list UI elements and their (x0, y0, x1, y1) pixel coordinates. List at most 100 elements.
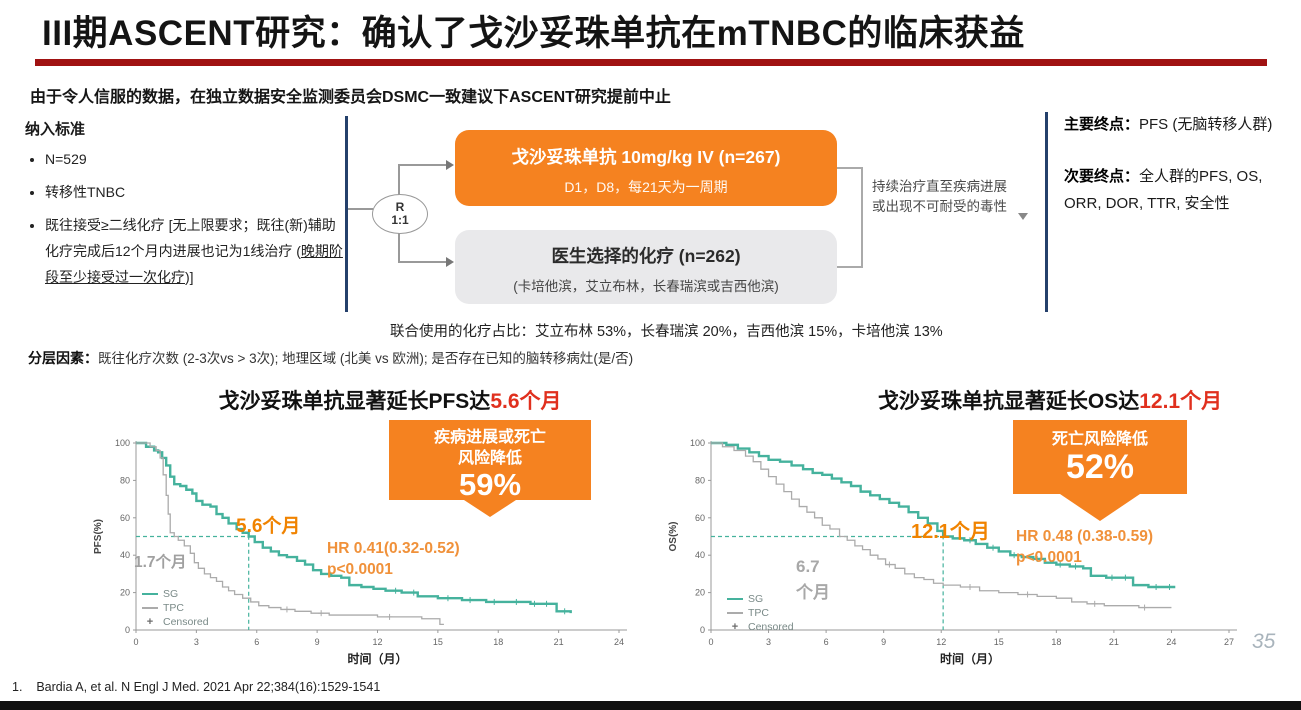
badge-text: 死亡风险降低 (1051, 431, 1148, 448)
svg-text:20: 20 (695, 588, 705, 598)
os-hr-annotation: HR 0.48 (0.38-0.59) p<0.0001 (1016, 528, 1153, 566)
svg-text:21: 21 (554, 637, 564, 647)
tpc-arm-box: 医生选择的化疗 (n=262) (卡培他滨，艾立布林，长春瑞滨或吉西他滨) (455, 230, 837, 304)
svg-text:3: 3 (194, 637, 199, 647)
os-legend: SG TPC + Censored (727, 592, 794, 634)
connector-line (398, 261, 446, 263)
svg-text:0: 0 (125, 625, 130, 635)
svg-text:18: 18 (1051, 637, 1061, 647)
title-underline-rule (35, 59, 1267, 66)
bracket-line (861, 167, 863, 268)
svg-text:27: 27 (1224, 637, 1234, 647)
randomization-r-label: R (395, 200, 405, 215)
svg-text:18: 18 (493, 637, 503, 647)
svg-text:0: 0 (133, 637, 138, 647)
sg-line-swatch (142, 593, 158, 595)
os-sg-median-label: 12.1个月 (911, 521, 990, 543)
os-risk-badge: 死亡风险降低 52% (1013, 420, 1187, 494)
treatment-note-line: 或出现不可耐受的毒性 (872, 198, 1007, 214)
os-tpc-median-label: 6.7 个月 (796, 557, 830, 603)
badge-text: 疾病进展或死亡 (433, 429, 546, 446)
svg-text:0: 0 (708, 637, 713, 647)
svg-text:6: 6 (254, 637, 259, 647)
tpc-arm-title: 医生选择的化疗 (n=262) (551, 246, 741, 266)
endpoints: 主要终点：PFS (无脑转移人群) 次要终点：全人群的PFS, OS, ORR,… (1064, 112, 1298, 217)
os-km-plot: 0 20 40 60 80 100 0 3 6 9 12 15 18 21 24 27 OS(%) 时间（月） (668, 438, 1237, 666)
connector-line (398, 164, 400, 195)
tpc-arm-subtitle: (卡培他滨，艾立布林，长春瑞滨或吉西他滨) (513, 279, 779, 294)
svg-text:时间（月）: 时间（月） (347, 651, 407, 666)
svg-text:100: 100 (690, 438, 705, 448)
svg-text:40: 40 (695, 550, 705, 560)
treatment-note: 持续治疗直至疾病进展 或出现不可耐受的毒性 (872, 177, 1048, 216)
legend-item: SG (727, 592, 794, 606)
connector-line (398, 231, 400, 262)
stratification-note: 分层因素：既往化疗次数 (2-3次vs > 3次); 地理区域 (北美 vs 欧… (28, 350, 634, 366)
connector-line (348, 208, 373, 210)
svg-text:60: 60 (120, 513, 130, 523)
bracket-line (837, 167, 863, 169)
randomization-ratio-label: 1:1 (391, 213, 409, 227)
svg-text:时间（月）: 时间（月） (940, 651, 1000, 666)
tpc-line-swatch (727, 612, 743, 614)
legend-item: SG (142, 587, 209, 601)
svg-text:24: 24 (614, 637, 624, 647)
tpc-line-swatch (142, 607, 158, 609)
badge-text: 风险降低 (457, 450, 522, 468)
secondary-endpoint: 次要终点：全人群的PFS, OS, ORR, DOR, TTR, 安全性 (1064, 168, 1263, 212)
pfs-km-plot: 0 20 40 60 80 100 0 3 6 9 12 15 18 21 24 PFS(%) 时间（月） (93, 438, 627, 666)
svg-text:80: 80 (695, 475, 705, 485)
randomization-circle: R 1:1 (372, 194, 428, 234)
reference-footnote: 1. Bardia A, et al. N Engl J Med. 2021 A… (12, 680, 381, 694)
subtitle: 由于令人信服的数据，在独立数据安全监测委员会DSMC一致建议下ASCENT研究提… (30, 89, 671, 106)
arrow-down-icon (1018, 213, 1028, 220)
pfs-sg-median-label: 5.6个月 (236, 516, 301, 537)
criteria-list: N=529 转移性TNBC 既往接受≥二线化疗 [无上限要求；既往(新)辅助化疗… (25, 147, 345, 290)
legend-item: + Censored (142, 615, 209, 629)
right-divider (1045, 112, 1048, 312)
left-divider (345, 116, 348, 312)
sg-arm-box: 戈沙妥珠单抗 10mg/kg IV (n=267) D1，D8，每21天为一周期 (455, 130, 837, 206)
legend-item: + Censored (727, 620, 794, 634)
svg-text:OS(%): OS(%) (668, 522, 679, 552)
primary-endpoint: 主要终点：PFS (无脑转移人群) (1064, 116, 1273, 133)
sg-arm-title: 戈沙妥珠单抗 10mg/kg IV (n=267) (511, 147, 781, 167)
legend-item: TPC (142, 601, 209, 615)
chemo-proportion-note: 联合使用的化疗占比：艾立布林 53%，长春瑞滨 20%，吉西他滨 15%，卡培他… (390, 324, 943, 340)
arrow-right-icon (446, 160, 454, 170)
svg-text:20: 20 (120, 588, 130, 598)
svg-text:80: 80 (120, 475, 130, 485)
svg-text:21: 21 (1109, 637, 1119, 647)
svg-text:9: 9 (881, 637, 886, 647)
svg-text:60: 60 (695, 513, 705, 523)
svg-text:24: 24 (1166, 637, 1176, 647)
criteria-item: 转移性TNBC (45, 180, 345, 206)
sg-arm-subtitle: D1，D8，每21天为一周期 (564, 179, 728, 195)
svg-text:12: 12 (372, 637, 382, 647)
pfs-chart-title: 戈沙妥珠单抗显著延长PFS达5.6个月 (218, 390, 562, 413)
connector-line (398, 164, 446, 166)
sg-line-swatch (727, 598, 743, 600)
legend-item: TPC (727, 606, 794, 620)
svg-text:3: 3 (766, 637, 771, 647)
bottom-bar (0, 701, 1301, 710)
svg-text:9: 9 (315, 637, 320, 647)
censored-plus-icon: + (731, 621, 739, 633)
pfs-tpc-median-label: 1.7个月 (134, 554, 187, 571)
arrow-right-icon (446, 257, 454, 267)
svg-text:6: 6 (824, 637, 829, 647)
page-title: III期ASCENT研究：确认了戈沙妥珠单抗在mTNBC的临床获益 (42, 14, 1025, 53)
pfs-risk-badge: 疾病进展或死亡 风险降低 59% (389, 420, 591, 503)
svg-text:PFS(%): PFS(%) (93, 519, 104, 554)
pfs-hr-annotation: HR 0.41(0.32-0.52) p<0.0001 (327, 540, 460, 578)
svg-text:15: 15 (433, 637, 443, 647)
treatment-note-line: 持续治疗直至疾病进展 (872, 179, 1007, 194)
criteria-item: 既往接受≥二线化疗 [无上限要求；既往(新)辅助化疗完成后12个月内进展也记为1… (45, 213, 345, 291)
svg-text:0: 0 (700, 625, 705, 635)
badge-value: 52% (1065, 448, 1135, 487)
os-chart-title: 戈沙妥珠单抗显著延长OS达12.1个月 (877, 390, 1223, 413)
svg-text:100: 100 (115, 438, 130, 448)
inclusion-criteria: 纳入标准 N=529 转移性TNBC 既往接受≥二线化疗 [无上限要求；既往(新… (25, 118, 345, 297)
badge-value: 59% (458, 467, 522, 503)
